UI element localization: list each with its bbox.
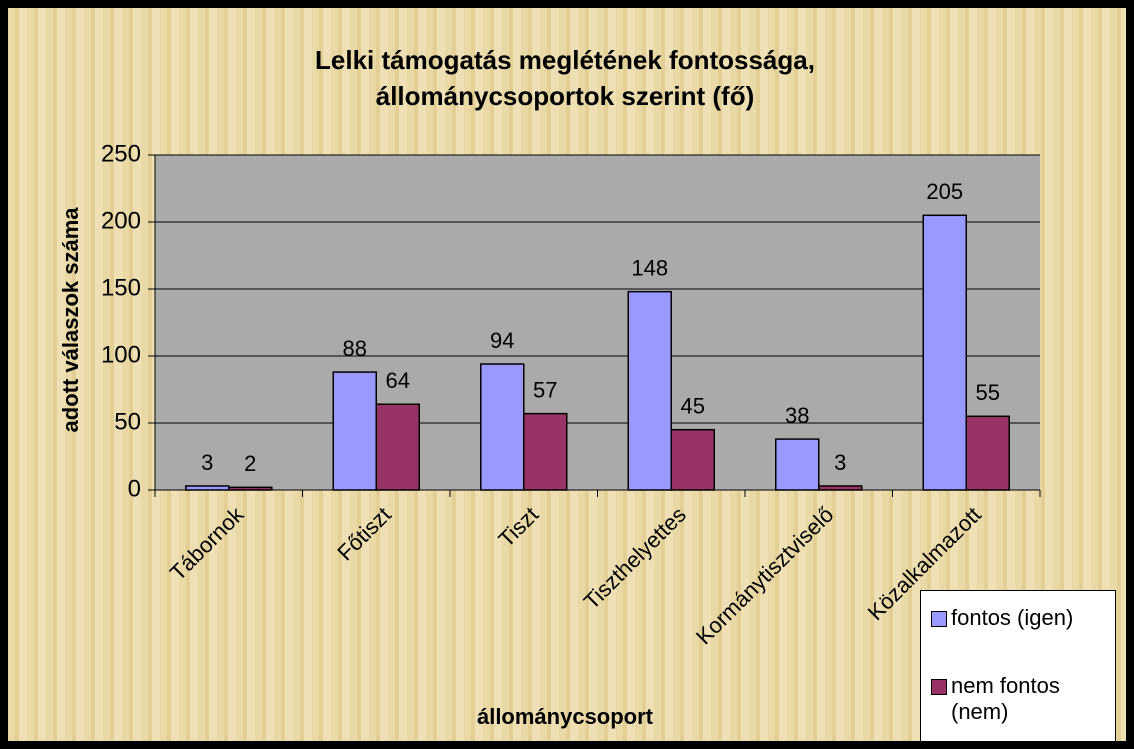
value-label: 94 — [490, 328, 514, 353]
bar — [670, 428, 715, 491]
value-label: 2 — [244, 451, 256, 476]
y-tick-label: 200 — [101, 207, 141, 234]
bar — [965, 415, 1010, 491]
y-tick-label: 0 — [128, 475, 141, 502]
value-label: 64 — [386, 368, 410, 393]
legend: fontos (igen) nem fontos (nem) — [920, 590, 1116, 741]
x-tick-label: Főtiszt — [332, 502, 395, 565]
legend-entry: fontos (igen) — [931, 605, 1111, 631]
chart-title: Lelki támogatás meglétének fontossága, — [315, 45, 815, 75]
x-tick-label: Tiszt — [493, 502, 543, 552]
bar — [922, 214, 967, 491]
value-label: 205 — [926, 179, 963, 204]
bar — [185, 485, 230, 491]
value-label: 57 — [533, 377, 557, 402]
legend-swatch — [931, 679, 947, 695]
legend-swatch — [931, 611, 947, 627]
value-label: 3 — [834, 450, 846, 475]
bar — [627, 290, 672, 491]
value-label: 3 — [201, 450, 213, 475]
y-tick-label: 50 — [114, 408, 141, 435]
x-tick-label: Tiszthelyettes — [579, 502, 691, 614]
y-tick-label: 150 — [101, 274, 141, 301]
bar — [523, 412, 568, 491]
y-tick-label: 100 — [101, 341, 141, 368]
bar — [818, 485, 863, 491]
value-label: 55 — [976, 380, 1000, 405]
x-tick-label: Tábornok — [165, 501, 249, 585]
value-label: 45 — [681, 394, 705, 419]
bar — [775, 438, 820, 491]
legend-label: fontos (igen) — [951, 605, 1074, 630]
value-label: 38 — [785, 403, 809, 428]
x-axis-title: állománycsoport — [477, 704, 654, 729]
x-tick-label: Kormánytisztviselő — [691, 502, 838, 649]
bar — [332, 371, 377, 491]
legend-entry: nem fontos (nem) — [931, 673, 1081, 725]
bar — [480, 363, 525, 491]
chart-title: állománycsoportok szerint (fő) — [376, 81, 755, 111]
value-label: 148 — [631, 255, 668, 280]
y-tick-label: 250 — [101, 140, 141, 167]
plot-area — [155, 155, 1040, 490]
value-label: 88 — [343, 336, 367, 361]
bar — [375, 403, 420, 491]
legend-label: nem fontos (nem) — [951, 673, 1060, 724]
y-axis-title: adott válaszok száma — [58, 207, 83, 433]
